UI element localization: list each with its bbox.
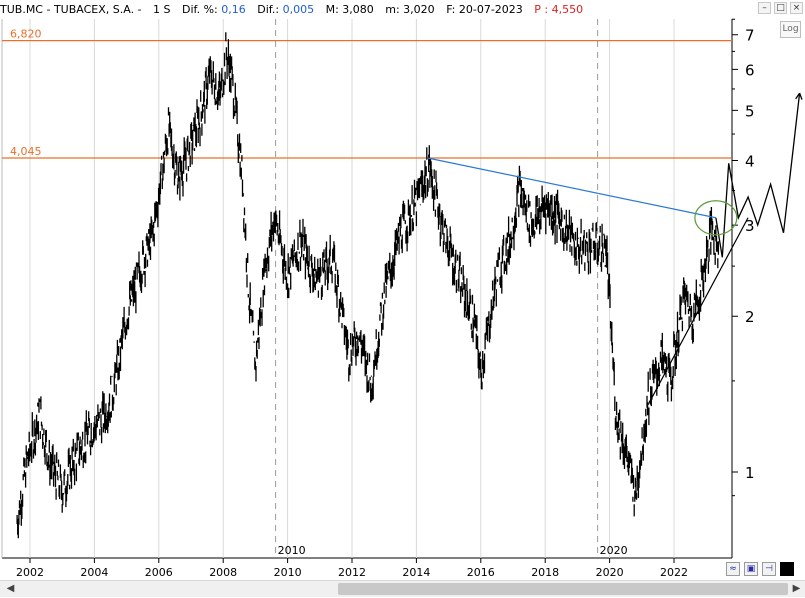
price-series xyxy=(16,32,720,539)
log-scale-button[interactable]: Log xyxy=(780,21,801,38)
color-swatch-icon[interactable] xyxy=(780,562,794,576)
support-trendline xyxy=(647,217,749,405)
x-tick-label: 2016 xyxy=(467,566,495,579)
minimize-icon[interactable]: – xyxy=(758,2,771,14)
maximize-icon[interactable]: □ xyxy=(774,2,787,14)
window-buttons: – □ × xyxy=(758,2,803,14)
pin-icon[interactable]: ⊣ xyxy=(762,562,776,576)
x-tick-label: 2018 xyxy=(531,566,559,579)
scroll-thumb[interactable] xyxy=(338,583,788,595)
x-tick-label: 2008 xyxy=(209,566,237,579)
timeframe-label: 1 S xyxy=(153,3,171,16)
dif-pct-label: Dif. %: xyxy=(182,3,218,16)
y-tick-label: 5 xyxy=(745,102,755,120)
projection-path xyxy=(715,93,801,258)
min-label: m: 3,020 xyxy=(385,3,435,16)
y-tick-label: 3 xyxy=(745,217,755,235)
x-tick-label: 2002 xyxy=(16,566,44,579)
decade-marker-label: 2010 xyxy=(278,544,306,557)
x-tick-label: 2020 xyxy=(596,566,624,579)
dif-value: 0,005 xyxy=(282,3,315,16)
dif-label: Dif.: xyxy=(257,3,280,16)
chart-header: TUB.MC - TUBACEX, S.A. - 1 S Dif. %: 0,1… xyxy=(0,0,805,19)
x-tick-label: 2022 xyxy=(660,566,688,579)
price-label: P : 4,550 xyxy=(534,3,584,16)
y-tick-label: 1 xyxy=(745,464,755,482)
y-tick-label: 6 xyxy=(745,61,755,79)
horizontal-scrollbar[interactable]: ◀ ▶ xyxy=(0,580,805,597)
scroll-left-icon[interactable]: ◀ xyxy=(6,583,15,594)
projection-arrowhead xyxy=(795,92,803,100)
resistance-trendline xyxy=(427,157,716,219)
level-label: 6,820 xyxy=(10,28,42,41)
scroll-right-icon[interactable]: ▶ xyxy=(792,583,801,594)
zoom-icon[interactable]: ≈ xyxy=(726,562,740,576)
y-tick-label: 2 xyxy=(745,308,755,326)
price-bars xyxy=(16,32,720,539)
y-tick-label: 7 xyxy=(745,27,755,45)
date-label: F: 20-07-2023 xyxy=(446,3,523,16)
y-tick-label: 4 xyxy=(745,152,755,170)
level-label: 4,045 xyxy=(10,145,42,158)
x-tick-label: 2006 xyxy=(145,566,173,579)
close-icon[interactable]: × xyxy=(790,2,803,14)
save-icon[interactable]: ▣ xyxy=(744,562,758,576)
x-tick-label: 2010 xyxy=(274,566,302,579)
highlight-circle xyxy=(694,200,738,236)
dif-pct-value: 0,16 xyxy=(221,3,246,16)
price-chart: 2002 2004 2006 2008 2010 2012 2014 2016 2018 2020… xyxy=(1,18,803,579)
x-tick-label: 2012 xyxy=(338,566,366,579)
x-tick-label: 2014 xyxy=(402,566,430,579)
chart-toolbar: ≈ ▣ ⊣ xyxy=(726,562,794,576)
x-tick-label: 2004 xyxy=(80,566,108,579)
decade-marker-label: 2020 xyxy=(600,544,628,557)
symbol-label: TUB.MC - TUBACEX, S.A. - xyxy=(0,3,142,16)
max-label: M: 3,080 xyxy=(325,3,374,16)
